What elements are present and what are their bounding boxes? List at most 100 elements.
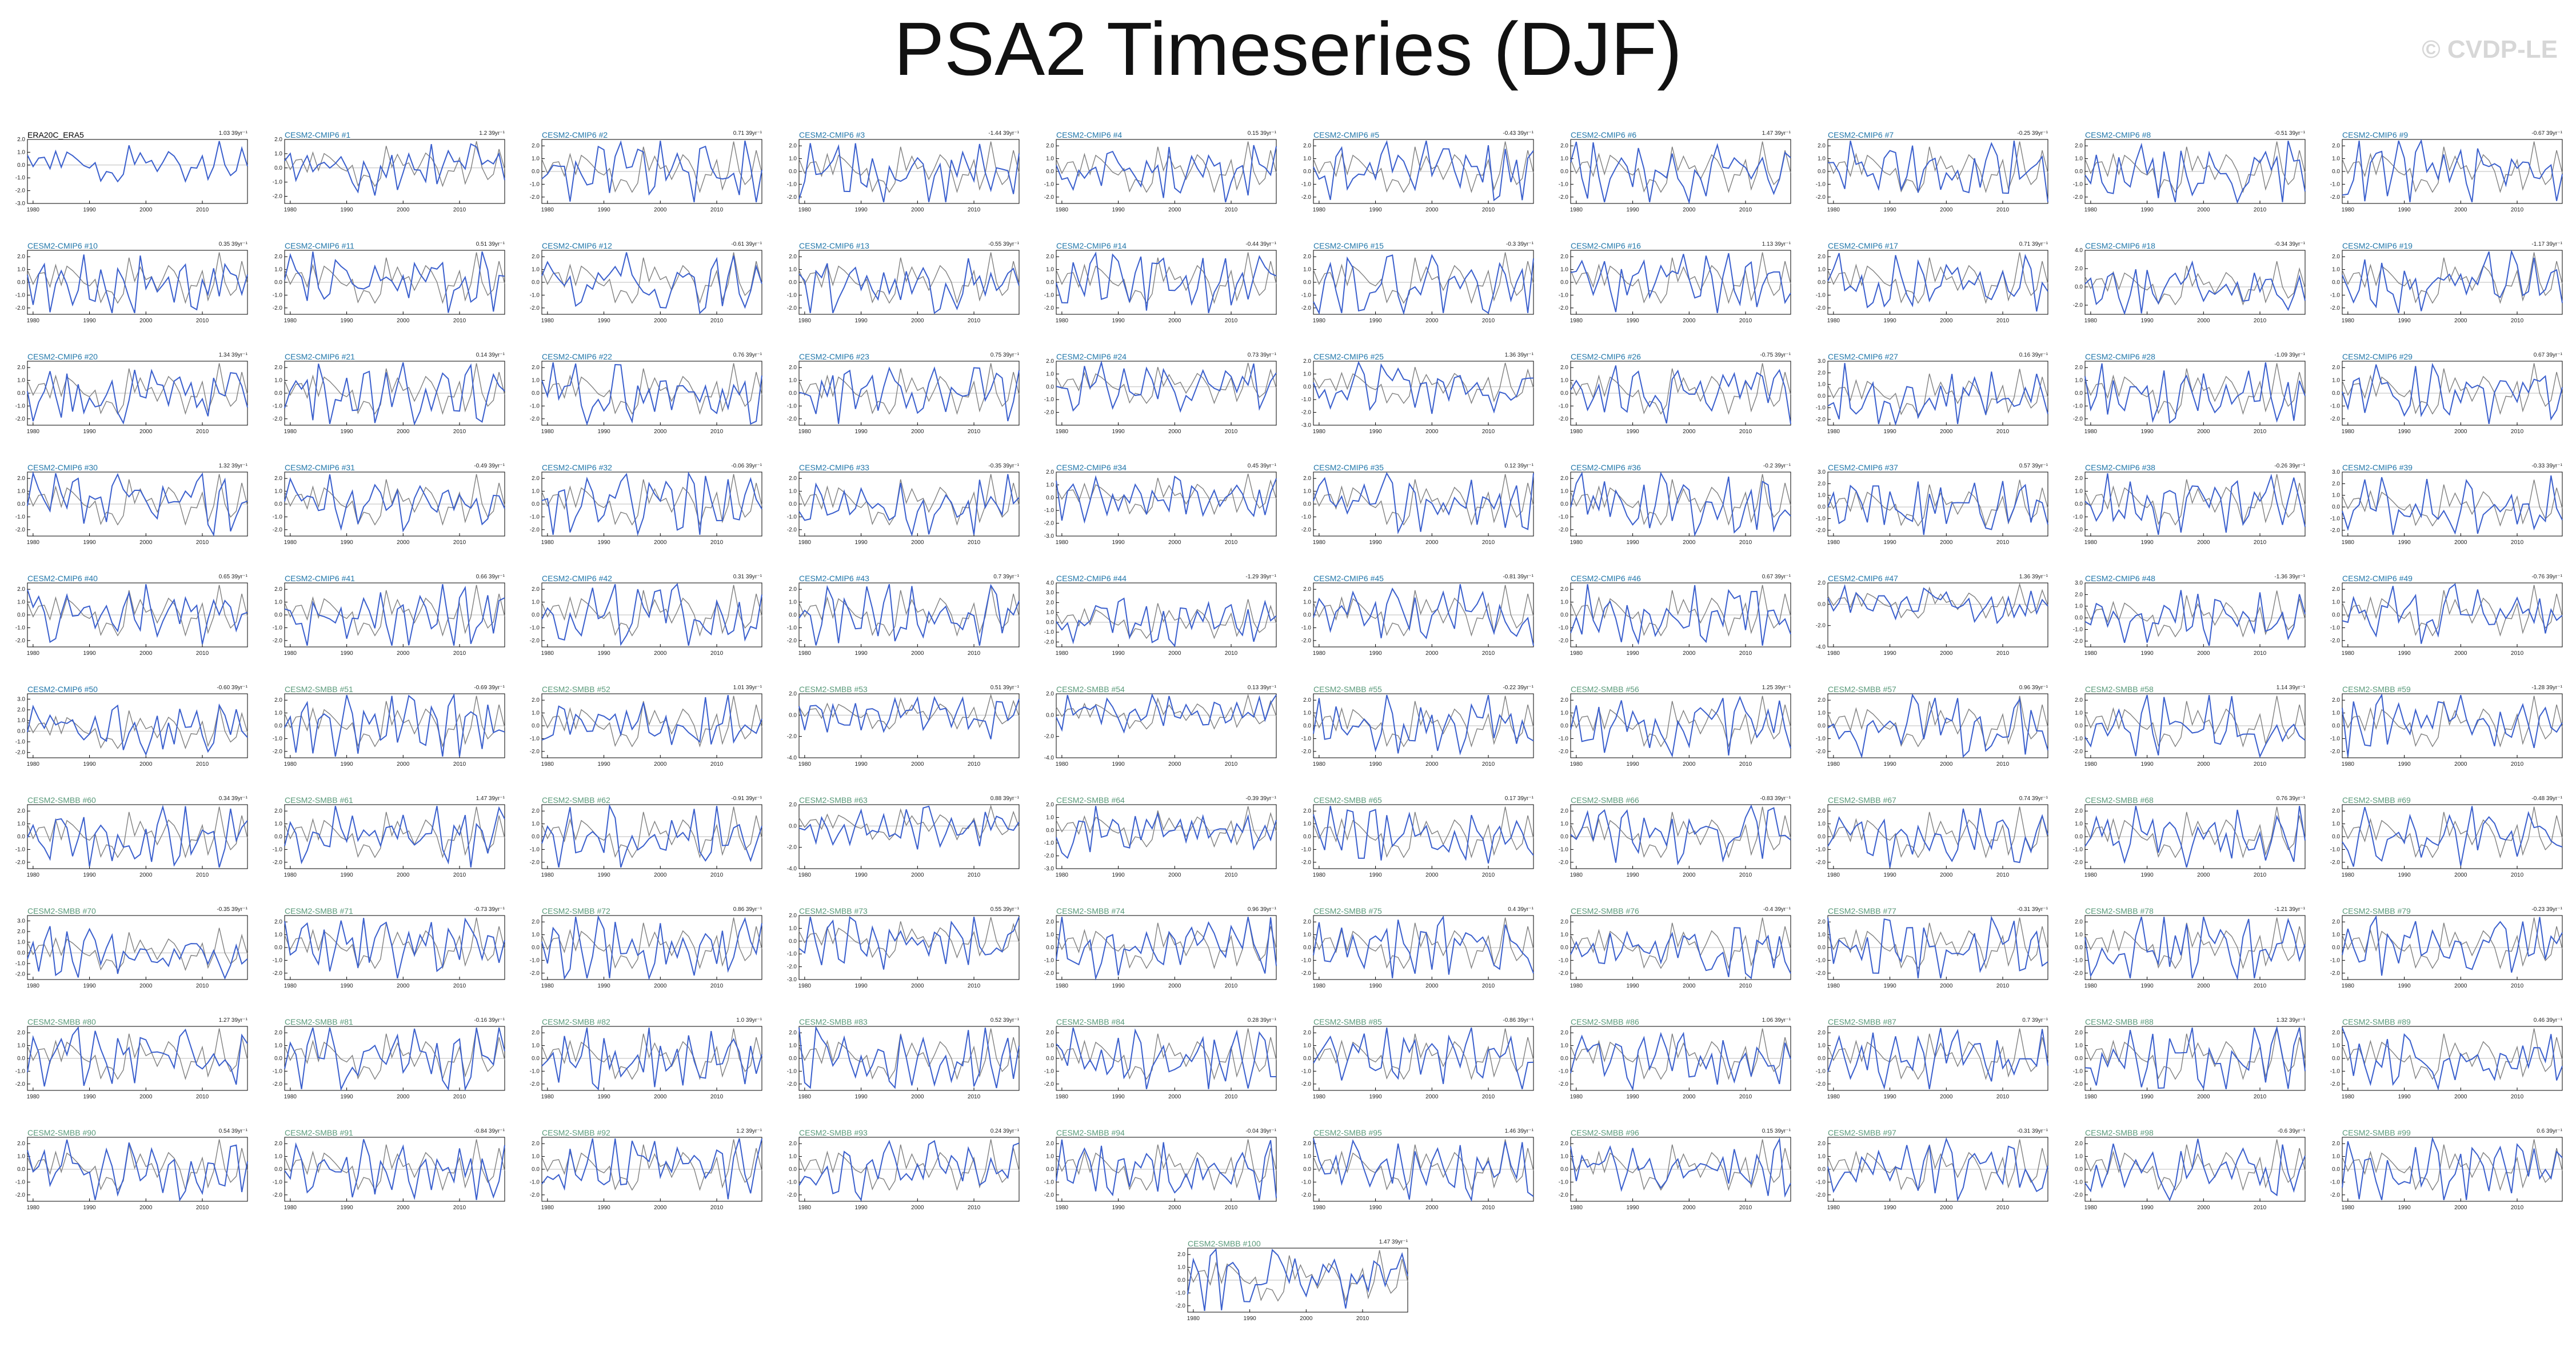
panel-title: CESM2-CMIP6 #23 bbox=[799, 352, 869, 361]
y-tick-label: -2.0 bbox=[2073, 1081, 2083, 1088]
x-tick-label: 2000 bbox=[2454, 207, 2467, 213]
x-tick-label: 1990 bbox=[340, 539, 353, 546]
y-tick-label: -1.0 bbox=[1559, 1068, 1569, 1074]
model-series-line bbox=[2084, 694, 2306, 758]
x-tick-label: 1990 bbox=[1112, 318, 1125, 324]
y-tick-label: -2.0 bbox=[273, 194, 283, 200]
obs-series-line bbox=[27, 141, 248, 183]
panel-title: CESM2-SMBB #53 bbox=[799, 685, 868, 694]
x-tick-label: 1980 bbox=[1187, 1316, 1200, 1322]
x-tick-label: 1990 bbox=[597, 1094, 610, 1100]
x-tick-label: 1990 bbox=[340, 207, 353, 213]
panel-trend: 0.4 39yr⁻¹ bbox=[1508, 906, 1533, 913]
x-tick-label: 2010 bbox=[2511, 761, 2524, 768]
x-tick-label: 1990 bbox=[1112, 761, 1125, 768]
plot-frame bbox=[1827, 361, 2048, 426]
y-tick-label: 1.0 bbox=[1560, 489, 1568, 495]
y-tick-label: -2.0 bbox=[530, 1192, 540, 1198]
x-tick-label: 1990 bbox=[597, 872, 610, 878]
x-tick-label: 2010 bbox=[196, 429, 209, 435]
y-tick-label: 2.0 bbox=[1046, 358, 1054, 365]
obs-series-line bbox=[1313, 585, 1534, 637]
x-tick-label: 1990 bbox=[340, 650, 353, 657]
panel: CESM2-CMIP6 #43 0.7 39yr⁻¹ 2.0 1.0 0.0 -1.0 -2… bbox=[787, 574, 1020, 663]
x-tick-label: 2000 bbox=[1425, 429, 1439, 435]
panel-title: CESM2-CMIP6 #42 bbox=[542, 574, 612, 583]
panel: CESM2-CMIP6 #30 1.32 39yr⁻¹ 2.0 1.0 0.0 -1.0-… bbox=[15, 463, 248, 552]
x-tick-label: 2000 bbox=[1940, 1094, 1953, 1100]
y-tick-label: -4.0 bbox=[1816, 644, 1826, 650]
model-series-line bbox=[2084, 260, 2306, 315]
panel-trend: -1.36 39yr⁻¹ bbox=[2274, 574, 2305, 580]
y-tick-label: 2.0 bbox=[789, 365, 797, 371]
y-tick-label: 1.0 bbox=[1818, 1043, 1826, 1049]
x-tick-label: 2000 bbox=[1683, 983, 1696, 989]
y-tick-label: -2.0 bbox=[1816, 970, 1826, 977]
panel: CESM2-SMBB #85 -0.86 39yr⁻¹ 2.0 1.0 0.0 -1.0-… bbox=[1301, 1017, 1534, 1106]
x-tick-label: 1980 bbox=[541, 983, 554, 989]
x-tick-label: 2010 bbox=[2254, 539, 2267, 546]
obs-series-line bbox=[798, 474, 1020, 526]
panel-title: CESM2-SMBB #100 bbox=[1188, 1239, 1261, 1248]
x-tick-label: 2000 bbox=[1683, 539, 1696, 546]
x-tick-label: 1990 bbox=[1369, 983, 1382, 989]
panel-trend: -0.25 39yr⁻¹ bbox=[2017, 130, 2048, 137]
x-tick-label: 1990 bbox=[1112, 1205, 1125, 1211]
panel-trend: 0.55 39yr⁻¹ bbox=[990, 906, 1019, 913]
x-tick-label: 2010 bbox=[710, 1205, 724, 1211]
y-tick-label: -1.0 bbox=[787, 292, 797, 298]
x-tick-label: 1980 bbox=[27, 1205, 40, 1211]
y-tick-label: -2.0 bbox=[273, 749, 283, 755]
panel-title: CESM2-CMIP6 #29 bbox=[2342, 352, 2413, 361]
model-series-line bbox=[798, 143, 1020, 203]
y-tick-label: 2.0 bbox=[1303, 143, 1311, 149]
y-tick-label: 2.0 bbox=[17, 365, 25, 371]
y-tick-label: -2.0 bbox=[15, 1081, 26, 1088]
x-tick-label: 1980 bbox=[27, 983, 40, 989]
x-tick-label: 1990 bbox=[1112, 429, 1125, 435]
y-tick-label: 2.0 bbox=[2332, 365, 2340, 371]
panel-trend: 1.36 39yr⁻¹ bbox=[2019, 574, 2048, 580]
x-tick-label: 2000 bbox=[654, 1205, 667, 1211]
obs-series-line bbox=[1056, 362, 1277, 405]
x-tick-label: 1990 bbox=[340, 983, 353, 989]
y-tick-label: 0.0 bbox=[1560, 834, 1568, 840]
y-tick-label: 1.0 bbox=[274, 710, 282, 717]
x-tick-label: 2000 bbox=[654, 650, 667, 657]
x-tick-label: 1990 bbox=[340, 429, 353, 435]
model-series-line bbox=[1187, 1248, 1408, 1311]
y-tick-label: 0.0 bbox=[2075, 284, 2083, 290]
x-tick-label: 2000 bbox=[2197, 429, 2210, 435]
model-series-line bbox=[1313, 1138, 1534, 1202]
x-tick-label: 1990 bbox=[2140, 761, 2154, 768]
model-series-line bbox=[27, 805, 248, 868]
model-series-line bbox=[1056, 145, 1277, 203]
model-series-line bbox=[1570, 1032, 1791, 1092]
x-tick-label: 2010 bbox=[710, 207, 724, 213]
y-tick-label: 2.0 bbox=[789, 586, 797, 593]
y-tick-label: 1.0 bbox=[789, 267, 797, 273]
x-tick-label: 1980 bbox=[798, 650, 812, 657]
obs-series-line bbox=[2342, 696, 2563, 748]
x-tick-label: 1990 bbox=[1112, 650, 1125, 657]
x-tick-label: 2000 bbox=[1425, 761, 1439, 768]
y-tick-label: 2.0 bbox=[17, 929, 25, 935]
panel: CESM2-SMBB #84 0.28 39yr⁻¹ 2.0 1.0 0.0 -1.0 -2… bbox=[1044, 1017, 1277, 1106]
x-tick-label: 2000 bbox=[1425, 1094, 1439, 1100]
panel: CESM2-SMBB #88 1.32 39yr⁻¹ 2.0 1.0 0.0 -1.0 -2… bbox=[2073, 1017, 2306, 1106]
y-tick-label: 2.0 bbox=[1560, 1141, 1568, 1147]
x-tick-label: 1990 bbox=[1626, 207, 1639, 213]
obs-series-line bbox=[284, 1028, 505, 1081]
panel: CESM2-SMBB #63 0.88 39yr⁻¹ 2.0 0.0 -2.0 -4.0 1… bbox=[787, 796, 1020, 885]
x-tick-label: 2000 bbox=[397, 872, 410, 878]
x-tick-label: 1980 bbox=[2342, 650, 2355, 657]
obs-series-line bbox=[284, 141, 505, 187]
y-tick-label: -1.0 bbox=[1301, 397, 1312, 403]
